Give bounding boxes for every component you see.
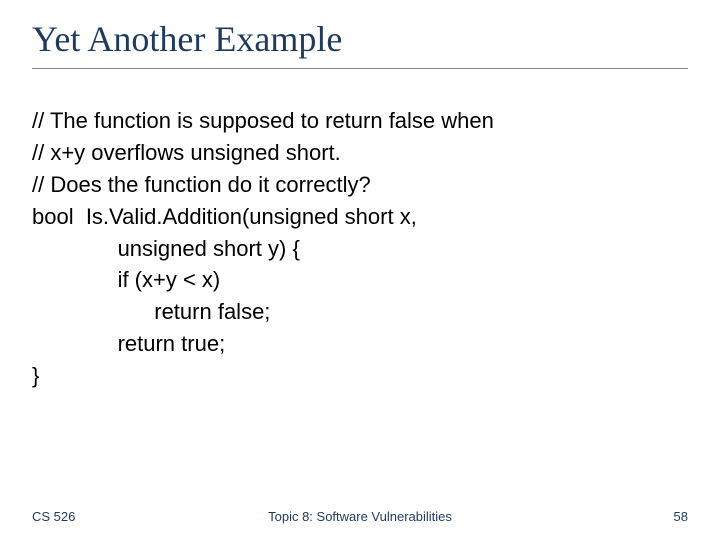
slide-footer: CS 526 Topic 8: Software Vulnerabilities… bbox=[32, 509, 688, 524]
code-line: // Does the function do it correctly? bbox=[32, 169, 688, 201]
slide-title: Yet Another Example bbox=[32, 18, 688, 60]
footer-topic: Topic 8: Software Vulnerabilities bbox=[268, 509, 452, 524]
code-line: return false; bbox=[32, 296, 688, 328]
code-line: // x+y overflows unsigned short. bbox=[32, 137, 688, 169]
code-line: bool Is.Valid.Addition(unsigned short x, bbox=[32, 201, 688, 233]
code-line: } bbox=[32, 360, 688, 392]
code-line: return true; bbox=[32, 328, 688, 360]
slide-container: Yet Another Example // The function is s… bbox=[0, 0, 720, 540]
footer-page-number: 58 bbox=[674, 509, 688, 524]
code-content: // The function is supposed to return fa… bbox=[32, 105, 688, 392]
code-line: // The function is supposed to return fa… bbox=[32, 105, 688, 137]
code-line: unsigned short y) { bbox=[32, 233, 688, 265]
footer-course-code: CS 526 bbox=[32, 509, 75, 524]
title-divider bbox=[32, 68, 688, 69]
code-line: if (x+y < x) bbox=[32, 264, 688, 296]
